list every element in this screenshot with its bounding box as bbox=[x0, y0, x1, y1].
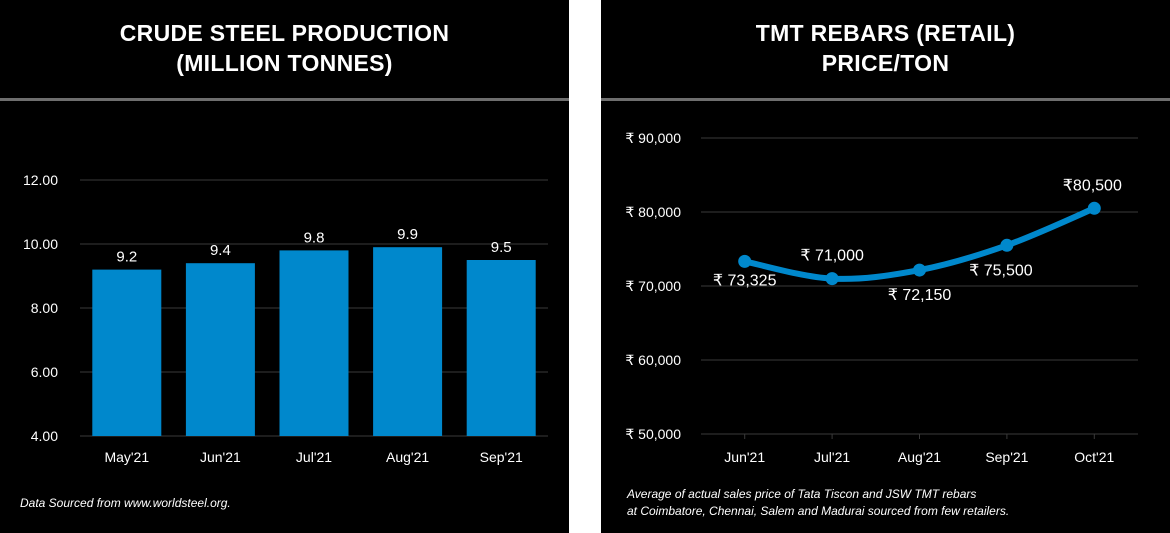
line-y-tick-label: ₹ 80,000 bbox=[625, 204, 681, 220]
line-y-tick-label: ₹ 90,000 bbox=[625, 130, 681, 146]
line-y-tick-label: ₹ 60,000 bbox=[625, 352, 681, 368]
bar-y-tick-label: 8.00 bbox=[31, 300, 58, 316]
bar bbox=[279, 250, 349, 436]
title-divider bbox=[0, 98, 569, 101]
bar-x-tick-label: Jul'21 bbox=[296, 449, 332, 465]
price-point bbox=[738, 254, 752, 268]
bar-y-tick-label: 12.00 bbox=[23, 172, 58, 188]
line-x-tick-label: Sep'21 bbox=[985, 449, 1028, 465]
price-data-label: ₹ 75,500 bbox=[969, 262, 1033, 279]
bar bbox=[373, 247, 443, 436]
steel-data-source-note: Data Sourced from www.worldsteel.org. bbox=[20, 496, 231, 510]
tmt-price-title: TMT REBARS (RETAIL) PRICE/TON bbox=[601, 18, 1170, 78]
line-x-tick-label: Jun'21 bbox=[724, 449, 765, 465]
line-x-tick-label: Oct'21 bbox=[1074, 449, 1114, 465]
line-y-tick-label: ₹ 50,000 bbox=[625, 426, 681, 442]
tmt-price-line-chart: ₹ 50,000 ₹ 60,000 ₹ 70,000 ₹ 80,000 ₹ 90,000… bbox=[625, 130, 1138, 465]
tmt-price-panel: TMT REBARS (RETAIL) PRICE/TON ₹ 50,000 ₹ … bbox=[601, 0, 1170, 533]
bar-x-tick-label: May'21 bbox=[104, 449, 149, 465]
price-point bbox=[1087, 201, 1101, 215]
steel-title-line2: (MILLION TONNES) bbox=[176, 50, 393, 76]
bar-data-label: 9.2 bbox=[116, 249, 137, 266]
tmt-note-line2: at Coimbatore, Chennai, Salem and Madura… bbox=[627, 504, 1010, 518]
line-x-tick-label: Jul'21 bbox=[814, 449, 850, 465]
bar bbox=[466, 260, 536, 436]
price-point bbox=[825, 272, 839, 286]
steel-production-bar-chart: 4.00 6.00 8.00 10.00 12.00 9.2 May'21 9.4 Jun'21… bbox=[23, 172, 548, 465]
bar bbox=[185, 263, 255, 436]
tmt-price-source-note: Average of actual sales price of Tata Ti… bbox=[627, 486, 1009, 520]
price-data-label: ₹ 71,000 bbox=[800, 248, 864, 265]
price-data-label: ₹ 73,325 bbox=[713, 272, 777, 289]
price-data-label: ₹80,500 bbox=[1063, 177, 1122, 194]
title-divider bbox=[601, 98, 1170, 101]
bar-y-tick-label: 10.00 bbox=[23, 236, 58, 252]
tmt-title-line2: PRICE/TON bbox=[821, 50, 950, 76]
bar-data-label: 9.5 bbox=[491, 239, 512, 256]
bar-y-tick-label: 4.00 bbox=[31, 428, 58, 444]
price-point bbox=[913, 263, 926, 277]
bar bbox=[92, 269, 162, 436]
bar-data-label: 9.4 bbox=[210, 242, 231, 259]
line-x-tick-label: Aug'21 bbox=[898, 449, 941, 465]
price-point bbox=[1000, 238, 1014, 252]
bar-y-tick-label: 6.00 bbox=[31, 364, 58, 380]
bar-x-tick-label: Sep'21 bbox=[480, 449, 523, 465]
line-y-tick-label: ₹ 70,000 bbox=[625, 278, 681, 294]
price-data-label: ₹ 72,150 bbox=[888, 287, 952, 304]
steel-production-title: CRUDE STEEL PRODUCTION (MILLION TONNES) bbox=[0, 18, 569, 78]
tmt-title-line1: TMT REBARS (RETAIL) bbox=[755, 20, 1016, 46]
tmt-note-line1: Average of actual sales price of Tata Ti… bbox=[627, 487, 977, 501]
steel-title-line1: CRUDE STEEL PRODUCTION bbox=[119, 20, 450, 46]
bar-x-tick-label: Jun'21 bbox=[200, 449, 241, 465]
bar-data-label: 9.9 bbox=[397, 226, 418, 243]
steel-production-panel: CRUDE STEEL PRODUCTION (MILLION TONNES) … bbox=[0, 0, 569, 533]
bar-data-label: 9.8 bbox=[304, 229, 325, 246]
bar-x-tick-label: Aug'21 bbox=[386, 449, 429, 465]
